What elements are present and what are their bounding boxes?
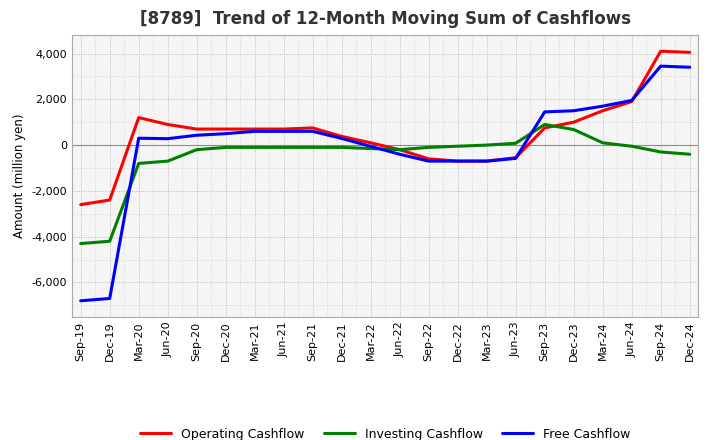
Free Cashflow xyxy=(163,136,172,141)
Operating Cashflow xyxy=(163,122,172,127)
Operating Cashflow xyxy=(482,158,491,164)
Investing Cashflow xyxy=(482,143,491,148)
Free Cashflow xyxy=(511,156,520,161)
Operating Cashflow xyxy=(279,126,288,132)
Legend: Operating Cashflow, Investing Cashflow, Free Cashflow: Operating Cashflow, Investing Cashflow, … xyxy=(135,423,635,440)
Free Cashflow xyxy=(105,296,114,301)
Operating Cashflow xyxy=(308,125,317,131)
Investing Cashflow xyxy=(338,145,346,150)
Operating Cashflow xyxy=(570,120,578,125)
Operating Cashflow xyxy=(338,134,346,139)
Line: Free Cashflow: Free Cashflow xyxy=(81,66,690,301)
Free Cashflow xyxy=(454,158,462,164)
Investing Cashflow xyxy=(105,238,114,244)
Free Cashflow xyxy=(338,136,346,141)
Free Cashflow xyxy=(76,298,85,304)
Operating Cashflow xyxy=(105,198,114,203)
Free Cashflow xyxy=(366,144,375,149)
Line: Operating Cashflow: Operating Cashflow xyxy=(81,51,690,205)
Investing Cashflow xyxy=(279,145,288,150)
Investing Cashflow xyxy=(627,143,636,149)
Operating Cashflow xyxy=(511,155,520,160)
Free Cashflow xyxy=(598,103,607,109)
Free Cashflow xyxy=(221,131,230,136)
Operating Cashflow xyxy=(454,158,462,164)
Free Cashflow xyxy=(308,129,317,134)
Investing Cashflow xyxy=(511,141,520,146)
Investing Cashflow xyxy=(570,127,578,132)
Operating Cashflow xyxy=(657,48,665,54)
Investing Cashflow xyxy=(251,145,259,150)
Investing Cashflow xyxy=(424,145,433,150)
Free Cashflow xyxy=(135,136,143,141)
Operating Cashflow xyxy=(76,202,85,207)
Operating Cashflow xyxy=(366,140,375,146)
Free Cashflow xyxy=(627,98,636,103)
Investing Cashflow xyxy=(76,241,85,246)
Operating Cashflow xyxy=(192,126,201,132)
Investing Cashflow xyxy=(454,143,462,149)
Title: [8789]  Trend of 12-Month Moving Sum of Cashflows: [8789] Trend of 12-Month Moving Sum of C… xyxy=(140,10,631,28)
Free Cashflow xyxy=(424,158,433,164)
Free Cashflow xyxy=(570,108,578,114)
Investing Cashflow xyxy=(192,147,201,152)
Investing Cashflow xyxy=(685,152,694,157)
Operating Cashflow xyxy=(685,50,694,55)
Investing Cashflow xyxy=(163,158,172,164)
Operating Cashflow xyxy=(395,147,404,152)
Y-axis label: Amount (million yen): Amount (million yen) xyxy=(13,114,26,238)
Free Cashflow xyxy=(251,129,259,134)
Free Cashflow xyxy=(685,65,694,70)
Operating Cashflow xyxy=(135,115,143,120)
Operating Cashflow xyxy=(424,156,433,161)
Line: Investing Cashflow: Investing Cashflow xyxy=(81,125,690,243)
Investing Cashflow xyxy=(657,149,665,154)
Free Cashflow xyxy=(395,152,404,157)
Operating Cashflow xyxy=(541,125,549,131)
Free Cashflow xyxy=(279,129,288,134)
Investing Cashflow xyxy=(221,145,230,150)
Investing Cashflow xyxy=(135,161,143,166)
Operating Cashflow xyxy=(598,108,607,114)
Operating Cashflow xyxy=(221,126,230,132)
Investing Cashflow xyxy=(308,145,317,150)
Free Cashflow xyxy=(657,63,665,69)
Operating Cashflow xyxy=(251,126,259,132)
Operating Cashflow xyxy=(627,99,636,104)
Investing Cashflow xyxy=(366,146,375,151)
Investing Cashflow xyxy=(598,140,607,146)
Investing Cashflow xyxy=(395,147,404,152)
Free Cashflow xyxy=(192,132,201,138)
Free Cashflow xyxy=(482,158,491,164)
Investing Cashflow xyxy=(541,122,549,127)
Free Cashflow xyxy=(541,109,549,114)
